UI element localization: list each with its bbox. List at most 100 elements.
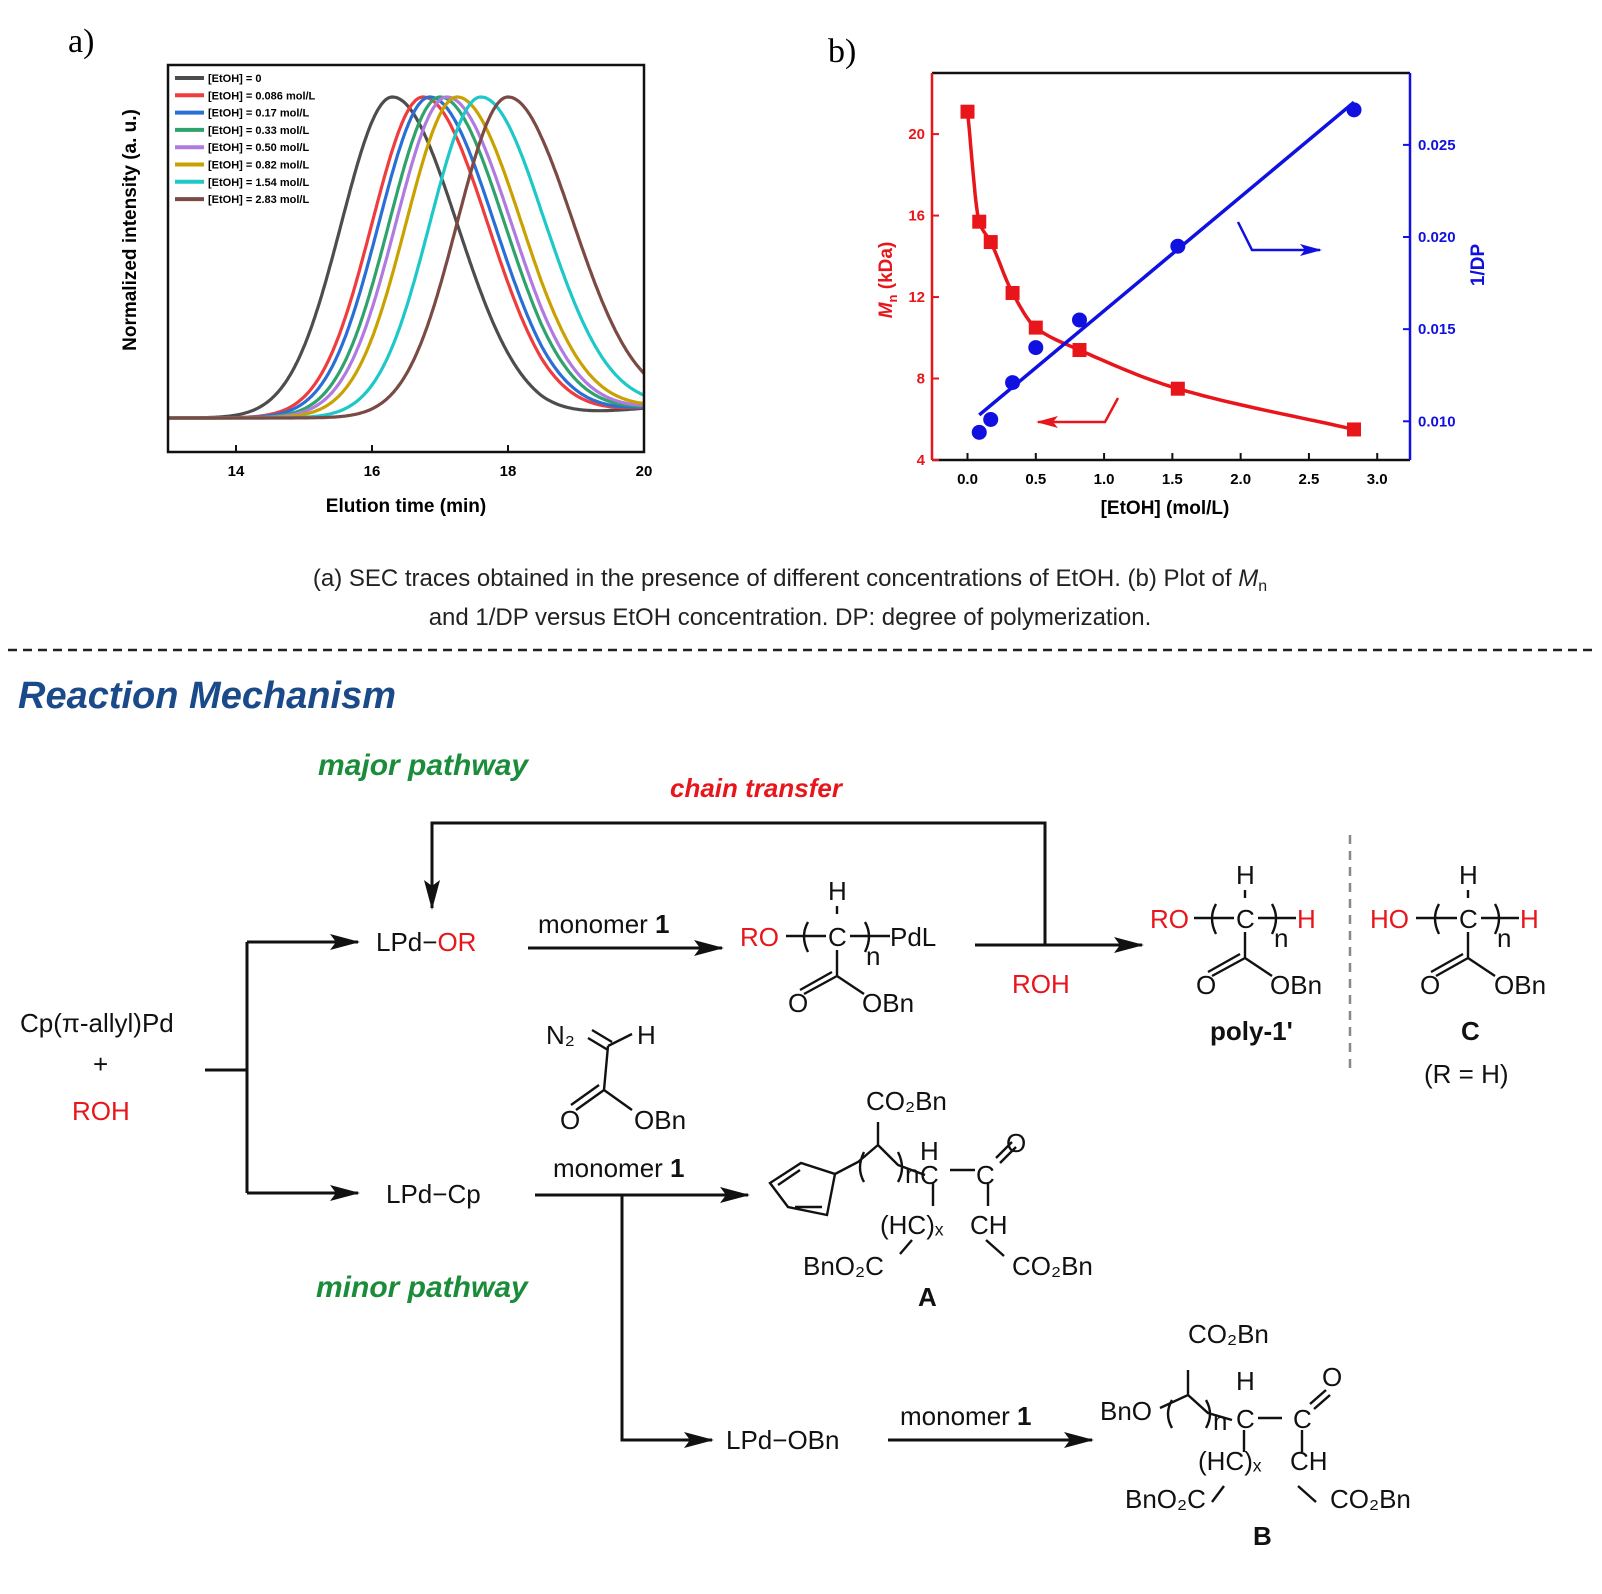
mn-point	[1347, 422, 1362, 437]
major-pathway-label: major pathway	[318, 749, 529, 782]
x-tick-label: 0.0	[957, 471, 978, 488]
product-b-label: B	[1253, 1521, 1272, 1551]
mn-point	[1170, 381, 1185, 396]
co2bn: CO₂Bn	[1330, 1484, 1411, 1514]
pdl: PdL	[890, 922, 936, 952]
c: C	[1459, 904, 1478, 934]
left-y-tick-label: 4	[917, 452, 926, 469]
obn: OBn	[634, 1105, 686, 1135]
poly-1-label: poly-1'	[1210, 1016, 1293, 1046]
axis-ticks: 0.0 0.5 1.0 1.5 2.0 2.5 3.0 4 8 12 16 20 0.010 0.015 0…	[908, 126, 1455, 488]
lpd-obn: LPd−OBn	[726, 1425, 839, 1455]
x-tick-label: 16	[364, 463, 381, 480]
roh-reagent: ROH	[1012, 969, 1070, 999]
mn-point	[972, 214, 987, 229]
n: n	[1274, 923, 1288, 953]
c1: C	[1236, 1404, 1255, 1434]
x-tick-label: 1.5	[1162, 471, 1183, 488]
caption-line-1: (a) SEC traces obtained in the presence …	[313, 565, 1267, 595]
right-y-tick-label: 0.010	[1418, 413, 1456, 430]
n: n	[866, 941, 880, 971]
poly-1-structure: RO C H n H O OBn poly-1'	[1150, 860, 1322, 1046]
right-y-axis-label: 1/DP	[1468, 244, 1489, 287]
sec-trace-7	[168, 95, 646, 420]
mn-point	[1005, 285, 1020, 300]
inv-dp-point	[983, 411, 999, 427]
left-y-axis-label: Mn (kDa)	[876, 242, 900, 319]
legend-entry: [EtOH] = 0.17 mol/L	[208, 108, 309, 120]
legend-entry: [EtOH] = 0.82 mol/L	[208, 160, 309, 172]
bonds	[1416, 890, 1519, 978]
left-y-tick-label: 20	[908, 126, 925, 143]
bno2c: BnO₂C	[803, 1251, 884, 1281]
c: C	[1236, 904, 1255, 934]
product-c-structure: HO C H n H O OBn C (R = H)	[1370, 860, 1546, 1089]
h: H	[637, 1020, 656, 1050]
c1: C	[920, 1160, 939, 1190]
product-a-label: A	[918, 1282, 937, 1312]
chain-transfer-arrow	[424, 821, 1047, 945]
n2: N₂	[546, 1020, 575, 1050]
mn-dp-chart: 0.0 0.5 1.0 1.5 2.0 2.5 3.0 4 8 12 16 20 0.010 0.015 0…	[876, 71, 1489, 519]
y-axis-label: Normalized intensity (a. u.)	[120, 109, 141, 351]
inv-dp-point	[1346, 102, 1362, 118]
minor-pathway-label: minor pathway	[316, 1271, 529, 1304]
monomer-structure: N₂ H O OBn	[546, 1020, 686, 1135]
monomer-number: 1	[670, 1153, 684, 1183]
plus-sign: +	[93, 1049, 108, 1079]
legend-entry: [EtOH] = 0.086 mol/L	[208, 90, 316, 102]
panel-a-label: a)	[68, 23, 94, 60]
mn-fit-curve	[965, 111, 1355, 432]
caption-text: (a) SEC traces obtained in the presence …	[313, 565, 1238, 592]
co2bn: CO₂Bn	[1012, 1251, 1093, 1281]
o: O	[1196, 970, 1216, 1000]
x-tick-label: 18	[500, 463, 517, 480]
ch: CH	[970, 1210, 1008, 1240]
lpd-cp: LPd−Cp	[386, 1179, 481, 1209]
o: O	[1006, 1128, 1026, 1158]
n: n	[905, 1159, 919, 1189]
lpd: LPd−	[376, 927, 437, 957]
legend-entry: [EtOH] = 2.83 mol/L	[208, 194, 309, 206]
sec-trace-0	[168, 95, 645, 420]
sec-chart: [EtOH] = 0 [EtOH] = 0.086 mol/L [EtOH] = 0…	[120, 63, 652, 517]
h: H	[828, 876, 847, 906]
right-y-tick-label: 0.025	[1418, 137, 1456, 154]
data-marks	[960, 100, 1362, 440]
plot-a-frame	[166, 63, 646, 454]
bonds	[570, 1028, 633, 1111]
ylabel-m: M	[876, 301, 897, 318]
h: H	[1459, 860, 1478, 890]
obn: OBn	[1270, 970, 1322, 1000]
product-a-structure: CO₂Bn n H C C O (HC)ₓ CH BnO₂C CO₂Bn A	[768, 1086, 1093, 1312]
monomer-number: 1	[655, 909, 669, 939]
legend-entry: [EtOH] = 1.54 mol/L	[208, 177, 309, 189]
obn: OBn	[1494, 970, 1546, 1000]
left-y-tick-label: 8	[917, 371, 925, 388]
inv-dp-fit-line	[978, 100, 1356, 417]
h-end: H	[1520, 904, 1539, 934]
c2: C	[976, 1160, 995, 1190]
ylabel-unit: (kDa)	[876, 242, 897, 295]
bonds	[786, 906, 890, 996]
n: n	[1213, 1406, 1227, 1436]
monomer-number: 1	[1017, 1401, 1031, 1431]
x-tick-label: 2.5	[1299, 471, 1320, 488]
lpd-or: LPd−OR	[376, 927, 476, 957]
caption-line-2: and 1/DP versus EtOH concentration. DP: …	[429, 604, 1152, 631]
arrow-to-lpd-obn	[620, 1195, 714, 1448]
mn-point	[960, 104, 975, 119]
left-y-tick-label: 16	[908, 208, 925, 225]
panel-b-label: b)	[828, 33, 856, 70]
mn-point	[1028, 320, 1043, 335]
legend-entry: [EtOH] = 0.50 mol/L	[208, 142, 309, 154]
or-group: OR	[437, 927, 476, 957]
ylabel-sub: n	[885, 294, 900, 302]
bonds	[1159, 1370, 1331, 1503]
sec-curves	[168, 95, 646, 420]
h: H	[920, 1136, 939, 1166]
legend-entry: [EtOH] = 0	[208, 73, 261, 85]
inv-dp-point	[1071, 312, 1087, 328]
x-axis-label: [EtOH] (mol/L)	[1101, 498, 1230, 519]
